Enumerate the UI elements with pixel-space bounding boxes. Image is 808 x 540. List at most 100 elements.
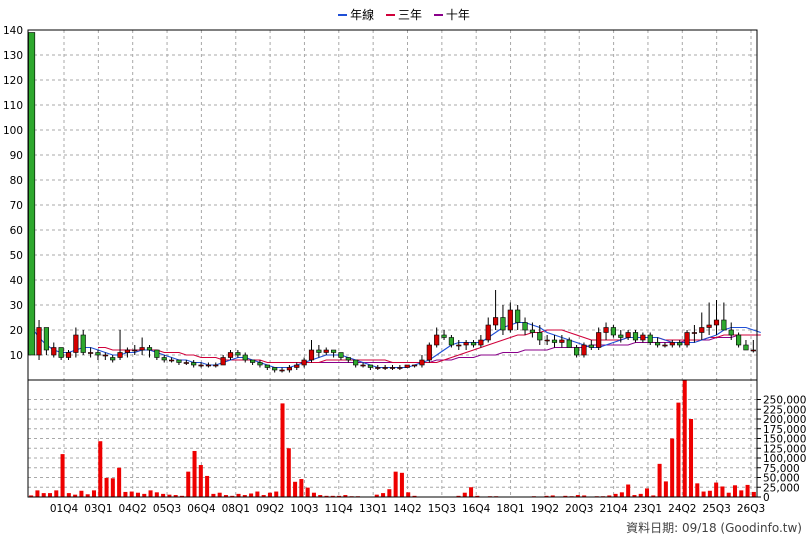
candle-body	[58, 347, 64, 358]
price-tick-label: 30	[10, 300, 23, 312]
candle-body	[73, 334, 79, 353]
x-tick-label: 25Q3	[702, 503, 730, 515]
price-tick-label: 110	[3, 100, 23, 112]
candle-body	[323, 349, 329, 353]
candle-body	[434, 334, 440, 346]
volume-bar	[676, 402, 681, 497]
candle-body	[382, 367, 388, 369]
grid-lines	[28, 29, 757, 497]
candle-body	[500, 317, 506, 331]
volume-bar	[337, 495, 342, 497]
volume-bar	[575, 495, 580, 497]
candle-body	[205, 364, 211, 367]
volume-bar	[469, 487, 474, 497]
candle-body	[632, 332, 639, 341]
volume-bar	[98, 441, 103, 497]
volume-bar	[217, 492, 222, 497]
x-axis: 01Q4 03Q1 04Q2 05Q3 06Q4 08Q1 09Q2 10Q3 11Q4 13Q1…	[50, 503, 765, 515]
volume-bar	[280, 403, 285, 497]
legend-item-year: 年線	[338, 6, 374, 23]
volume-bar	[638, 493, 643, 497]
legend-item-10y: 十年	[433, 6, 470, 23]
volume-bar	[695, 483, 700, 497]
volume-tick-label: 150,000	[763, 434, 806, 446]
candle-body	[110, 357, 116, 361]
candle-body	[36, 327, 42, 356]
volume-bar	[91, 490, 96, 497]
volume-bar	[179, 495, 184, 497]
volume-tick-label: 125,000	[763, 443, 806, 455]
volume-tick-label: 0	[763, 492, 770, 504]
candle-body	[88, 352, 94, 354]
volume-bar	[66, 493, 71, 497]
candle-body	[397, 367, 403, 369]
volume-bar	[550, 495, 555, 497]
volume-bar	[387, 489, 392, 497]
candle-body	[286, 367, 292, 371]
volume-bar	[657, 463, 662, 497]
candle-body	[574, 347, 580, 356]
candle-body	[257, 362, 263, 366]
candle-body	[669, 342, 675, 346]
volume-bar	[142, 493, 147, 497]
price-tick-label: 120	[3, 75, 23, 87]
candle-body	[124, 349, 130, 353]
x-tick-label: 05Q3	[153, 503, 181, 515]
candle-body	[43, 327, 49, 351]
volume-bar	[626, 484, 631, 497]
candle-body	[117, 352, 123, 358]
candle-body	[404, 364, 410, 368]
volume-bar	[236, 493, 241, 497]
volume-bar	[223, 495, 228, 497]
volume-bar	[123, 491, 128, 497]
volume-bar	[714, 482, 719, 497]
candle-body	[529, 329, 535, 333]
candle-body	[51, 347, 57, 356]
volume-bar	[393, 471, 398, 497]
volume-bar	[135, 492, 140, 497]
x-tick-label: 11Q4	[325, 503, 354, 515]
legend-label: 三年	[397, 8, 422, 22]
volume-bar	[745, 484, 750, 497]
candle-body	[331, 349, 337, 353]
candle-body	[463, 342, 469, 346]
volume-y-axis: 025,00050,00075,000100,000125,000150,000…	[757, 395, 806, 504]
volume-bar	[406, 492, 411, 497]
candle-body	[220, 357, 226, 366]
candle-body	[132, 349, 138, 352]
candle-body	[154, 349, 160, 358]
candle-body	[706, 324, 712, 328]
candle-body	[537, 332, 543, 341]
candle-body	[456, 344, 462, 347]
legend-swatch	[385, 13, 395, 16]
volume-bar	[619, 492, 624, 497]
data-date-footer: 資料日期: 09/18 (Goodinfo.tw)	[626, 521, 802, 535]
candle-body	[183, 362, 189, 364]
chart-legend: 年線 三年 十年	[0, 6, 808, 23]
candle-body	[308, 349, 315, 361]
price-tick-label: 140	[3, 25, 23, 37]
price-tick-label: 90	[10, 150, 23, 162]
volume-bar	[582, 495, 587, 497]
volume-bar	[230, 495, 235, 497]
volume-bar	[249, 493, 254, 497]
volume-bar	[689, 419, 694, 497]
volume-bar	[154, 492, 159, 497]
volume-bar	[161, 493, 166, 497]
x-tick-label: 13Q1	[359, 503, 387, 515]
candle-body	[588, 344, 594, 348]
price-tick-label: 50	[10, 250, 23, 262]
candle-body	[662, 344, 668, 347]
candle-body	[493, 317, 499, 326]
volume-bar	[311, 492, 316, 497]
volume-bar	[29, 495, 34, 497]
candle-body	[603, 327, 609, 333]
candle-body	[250, 359, 256, 363]
price-tick-label: 40	[10, 275, 23, 287]
candlesticks	[28, 32, 756, 373]
candle-body	[507, 309, 513, 331]
volume-bar	[167, 494, 172, 497]
candle-body	[419, 359, 425, 366]
candle-body	[316, 349, 322, 353]
x-tick-label: 10Q3	[290, 503, 318, 515]
